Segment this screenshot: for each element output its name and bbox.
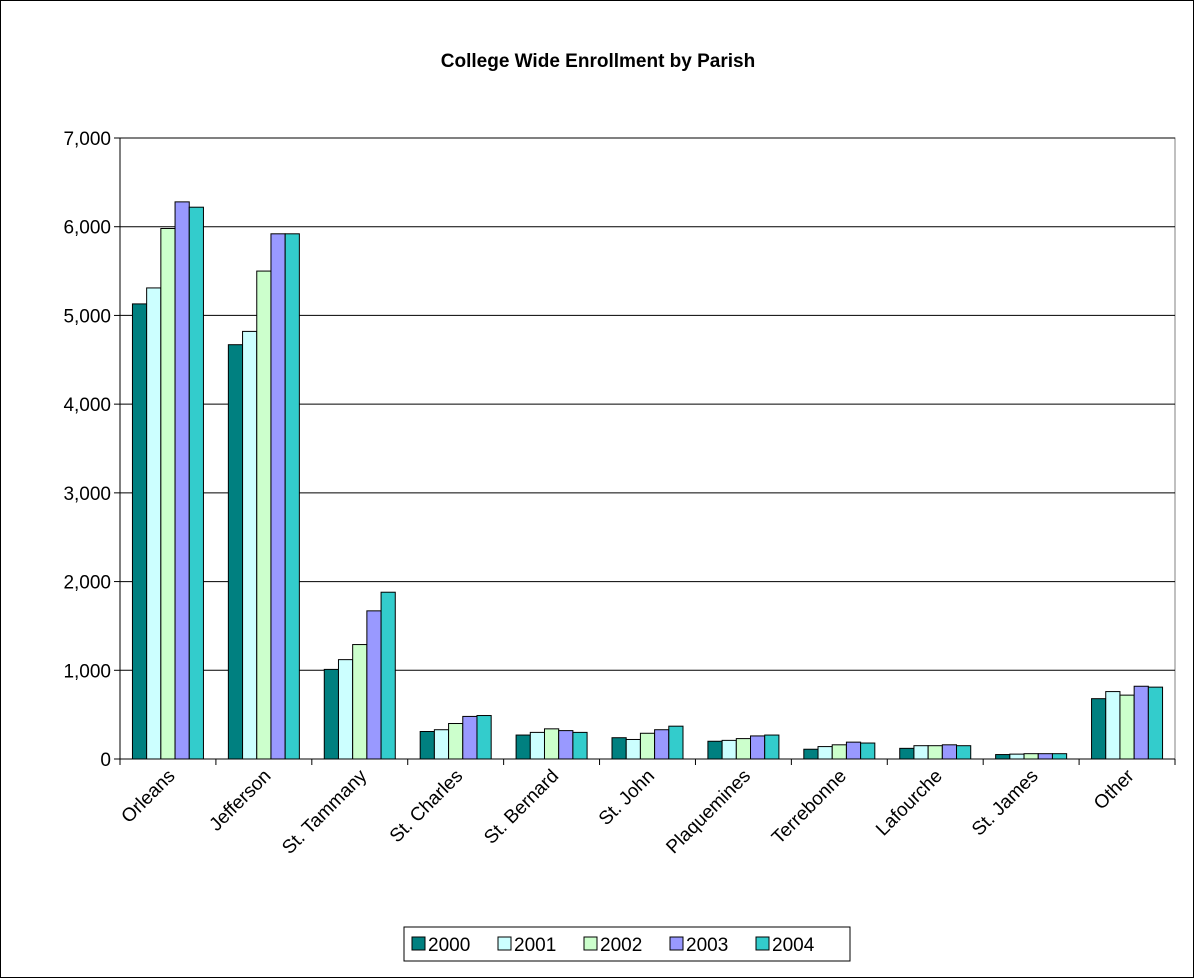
legend-label-2002: 2002 — [600, 935, 642, 956]
bar-lafourche-2002 — [927, 745, 943, 760]
y-tick-label: 1,000 — [63, 661, 111, 682]
bar-st-tammany-2001 — [337, 659, 354, 760]
bar-st-john-2003 — [654, 729, 670, 760]
bar-orleans-2004 — [188, 206, 204, 760]
bar-st-bernard-2003 — [558, 730, 574, 760]
bar-jefferson-2000 — [227, 344, 244, 760]
y-tick-label: 3,000 — [63, 484, 111, 505]
bar-terrebonne-2000 — [803, 748, 819, 760]
bar-st-charles-2003 — [462, 715, 478, 760]
x-tick-label: Other — [1090, 765, 1139, 814]
bar-other-2002 — [1119, 694, 1135, 760]
bar-terrebonne-2004 — [860, 742, 876, 760]
y-tick-label: 0 — [100, 750, 111, 771]
x-tick-label: St. John — [595, 766, 659, 830]
bar-plaquemines-2001 — [721, 739, 737, 760]
x-tick-label: St. James — [968, 766, 1043, 841]
bar-st-james-2000 — [995, 754, 1011, 760]
bar-st-charles-2002 — [448, 723, 464, 760]
bar-jefferson-2004 — [284, 233, 300, 760]
bar-orleans-2002 — [160, 227, 176, 760]
legend: 2000 2001 2002 2003 2004 — [403, 926, 851, 962]
x-tick-label: Plaquemines — [662, 766, 755, 859]
legend-label-2004: 2004 — [772, 935, 815, 956]
legend-swatch-2001 — [497, 936, 512, 951]
bar-plaquemines-2004 — [764, 734, 780, 760]
bar-plaquemines-2000 — [707, 740, 723, 760]
x-tick-label: Jefferson — [206, 766, 276, 836]
legend-label-2000: 2000 — [428, 935, 470, 956]
bar-plaquemines-2003 — [750, 735, 766, 760]
bar-other-2000 — [1091, 698, 1107, 760]
x-tick-label: Lafourche — [872, 766, 947, 841]
bar-jefferson-2002 — [256, 270, 272, 760]
bar-st-bernard-2001 — [529, 731, 545, 760]
bar-st-john-2000 — [611, 737, 627, 760]
bar-other-2003 — [1133, 685, 1149, 760]
legend-label-2003: 2003 — [686, 935, 728, 956]
legend-swatch-2002 — [583, 936, 598, 951]
bar-st-john-2004 — [668, 725, 684, 760]
bar-st-bernard-2004 — [572, 731, 588, 760]
legend-swatch-2003 — [669, 936, 684, 951]
bar-terrebonne-2003 — [845, 741, 862, 760]
bar-st-charles-2000 — [419, 731, 435, 760]
bar-st-john-2002 — [639, 732, 656, 760]
bar-other-2001 — [1105, 691, 1121, 760]
bar-st-john-2001 — [625, 738, 641, 760]
bar-terrebonne-2001 — [817, 746, 833, 760]
x-tick-label: Orleans — [118, 766, 180, 828]
bar-st-james-2004 — [1051, 753, 1068, 760]
bar-st-charles-2004 — [476, 715, 492, 760]
bar-orleans-2000 — [131, 303, 148, 760]
x-tick-label: Terrebonne — [768, 766, 851, 849]
bar-st-bernard-2000 — [515, 734, 531, 760]
bar-orleans-2001 — [146, 287, 162, 760]
bar-st-tammany-2002 — [352, 644, 368, 760]
bar-st-tammany-2004 — [380, 591, 396, 760]
bar-lafourche-2001 — [913, 745, 929, 760]
bar-st-james-2002 — [1023, 753, 1039, 760]
bar-lafourche-2003 — [941, 744, 958, 760]
y-tick-label: 4,000 — [63, 395, 111, 416]
x-tick-label: St. Charles — [386, 766, 467, 847]
y-tick-label: 7,000 — [63, 129, 111, 150]
bar-st-james-2003 — [1037, 753, 1053, 760]
bar-st-tammany-2000 — [323, 668, 339, 760]
bar-terrebonne-2002 — [831, 744, 847, 760]
legend-label-2001: 2001 — [514, 935, 556, 956]
bar-plaquemines-2002 — [735, 738, 752, 760]
x-tick-label: St. Tammany — [278, 765, 371, 858]
y-tick-label: 2,000 — [63, 573, 111, 594]
legend-swatch-2004 — [755, 936, 770, 951]
legend-box — [403, 926, 851, 962]
x-tick-label: St. Bernard — [480, 766, 563, 849]
bar-st-james-2001 — [1009, 753, 1025, 760]
bars-layer — [131, 201, 1164, 760]
bar-other-2004 — [1147, 686, 1164, 760]
y-tick-label: 5,000 — [63, 306, 111, 327]
bar-orleans-2003 — [174, 201, 190, 760]
y-tick-label: 6,000 — [63, 218, 111, 239]
bar-lafourche-2000 — [899, 747, 915, 760]
bar-st-charles-2001 — [433, 729, 450, 760]
bar-st-tammany-2003 — [366, 610, 382, 760]
chart-title: College Wide Enrollment by Parish — [441, 51, 755, 72]
bar-jefferson-2001 — [242, 330, 258, 760]
legend-swatch-2000 — [411, 936, 426, 951]
bar-st-bernard-2002 — [543, 728, 560, 760]
bar-lafourche-2004 — [956, 745, 972, 760]
bar-jefferson-2003 — [270, 233, 286, 760]
